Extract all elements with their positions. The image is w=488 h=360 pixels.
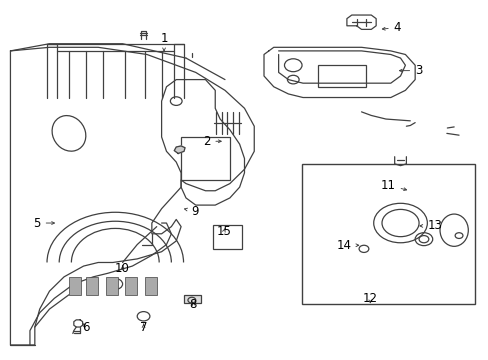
Text: 14: 14 xyxy=(336,239,358,252)
Text: 12: 12 xyxy=(362,292,377,305)
Text: 2: 2 xyxy=(203,135,221,148)
Bar xyxy=(317,65,366,87)
Bar xyxy=(105,277,118,295)
Bar xyxy=(125,277,137,295)
Bar xyxy=(144,277,157,295)
Text: 6: 6 xyxy=(82,320,90,333)
Text: 4: 4 xyxy=(382,21,400,34)
Bar xyxy=(183,296,200,303)
Bar xyxy=(212,225,242,249)
Bar xyxy=(69,277,81,295)
Text: 5: 5 xyxy=(33,216,54,230)
Bar xyxy=(86,277,98,295)
Text: 3: 3 xyxy=(399,64,422,77)
Text: 7: 7 xyxy=(140,320,147,333)
Text: 8: 8 xyxy=(189,298,197,311)
Bar xyxy=(302,164,474,304)
Bar xyxy=(181,137,229,180)
Text: 10: 10 xyxy=(115,262,130,275)
Text: 11: 11 xyxy=(380,179,406,192)
Text: 13: 13 xyxy=(419,219,441,233)
Text: 1: 1 xyxy=(160,32,167,51)
Text: 15: 15 xyxy=(216,225,231,238)
Text: 9: 9 xyxy=(184,205,198,218)
Polygon shape xyxy=(174,146,184,153)
